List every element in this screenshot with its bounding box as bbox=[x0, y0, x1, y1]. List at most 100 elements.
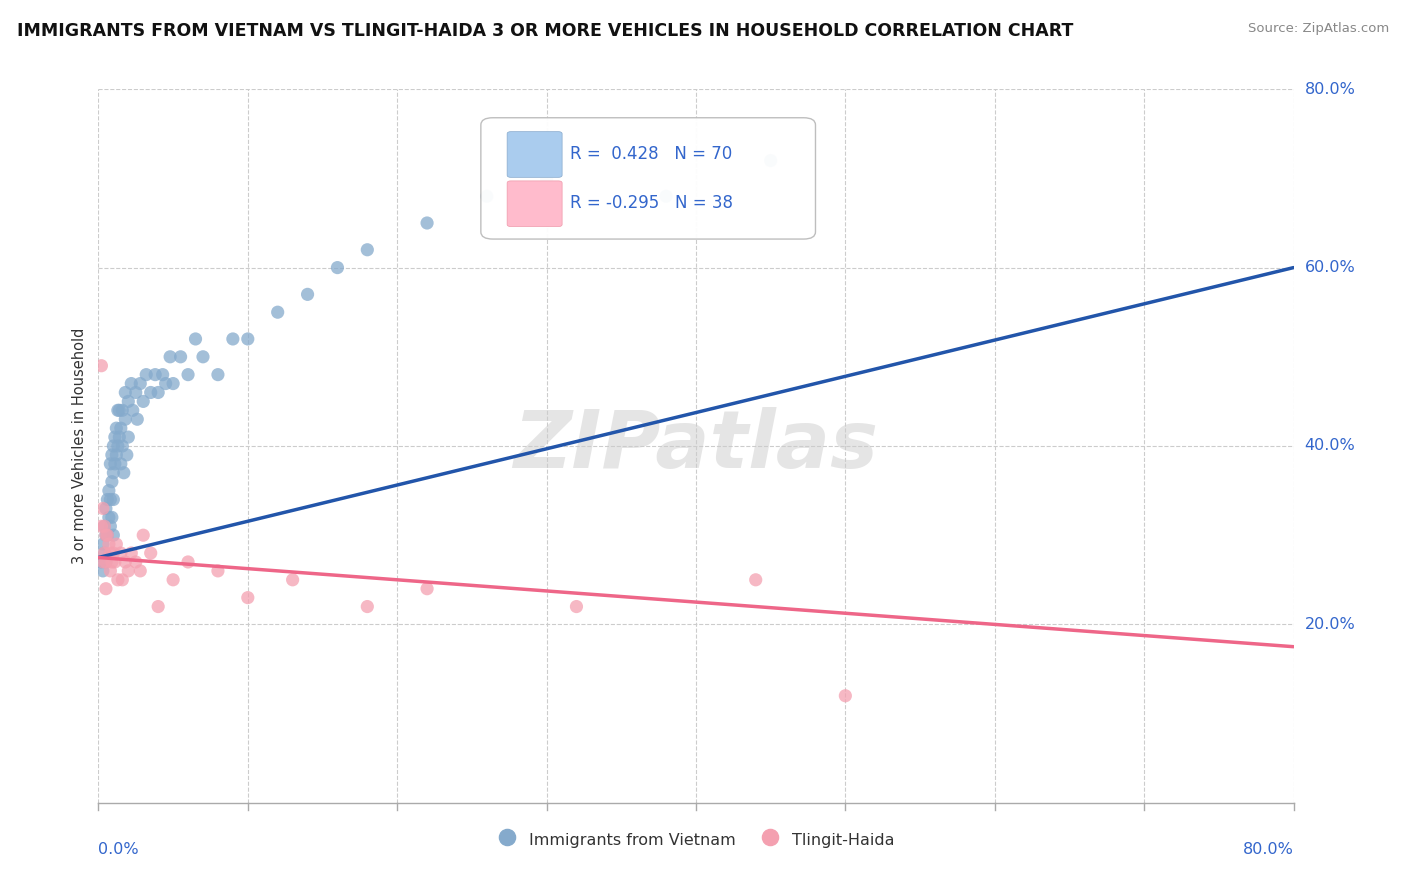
Point bbox=[117, 430, 139, 444]
Point bbox=[110, 421, 132, 435]
Point bbox=[114, 412, 136, 426]
Point bbox=[111, 573, 134, 587]
Point bbox=[96, 528, 118, 542]
Point bbox=[177, 368, 200, 382]
Point bbox=[107, 573, 129, 587]
Point bbox=[759, 153, 782, 168]
Text: 80.0%: 80.0% bbox=[1243, 842, 1294, 856]
Point bbox=[98, 492, 122, 507]
Point bbox=[132, 394, 155, 409]
Text: R = -0.295   N = 38: R = -0.295 N = 38 bbox=[571, 194, 734, 212]
Point bbox=[536, 171, 558, 186]
Point bbox=[91, 555, 114, 569]
Point bbox=[356, 599, 378, 614]
Point bbox=[94, 582, 117, 596]
Point bbox=[159, 350, 181, 364]
Text: ZIPatlas: ZIPatlas bbox=[513, 407, 879, 485]
FancyBboxPatch shape bbox=[508, 132, 562, 178]
Point bbox=[93, 546, 115, 560]
Text: 0.0%: 0.0% bbox=[98, 842, 139, 856]
Point bbox=[177, 555, 200, 569]
Point bbox=[191, 350, 214, 364]
Point bbox=[129, 564, 152, 578]
Point bbox=[96, 528, 118, 542]
Point bbox=[97, 510, 120, 524]
Point bbox=[655, 189, 678, 203]
Point bbox=[91, 501, 114, 516]
Point bbox=[117, 394, 139, 409]
Point bbox=[155, 376, 177, 391]
Point bbox=[107, 439, 129, 453]
Point bbox=[108, 430, 131, 444]
Point bbox=[94, 501, 117, 516]
Point bbox=[111, 439, 134, 453]
Point bbox=[110, 457, 132, 471]
Point bbox=[565, 599, 588, 614]
Point bbox=[148, 599, 170, 614]
Point bbox=[103, 439, 125, 453]
Point bbox=[207, 368, 229, 382]
Point bbox=[90, 519, 112, 533]
Point bbox=[91, 537, 114, 551]
Text: R =  0.428   N = 70: R = 0.428 N = 70 bbox=[571, 145, 733, 162]
Point bbox=[152, 368, 174, 382]
Point bbox=[97, 483, 120, 498]
Point bbox=[184, 332, 207, 346]
Legend: Immigrants from Vietnam, Tlingit-Haida: Immigrants from Vietnam, Tlingit-Haida bbox=[491, 823, 901, 855]
Point bbox=[104, 457, 127, 471]
Text: 20.0%: 20.0% bbox=[1305, 617, 1355, 632]
Point bbox=[94, 555, 117, 569]
Point bbox=[94, 528, 117, 542]
Point bbox=[148, 385, 170, 400]
Point bbox=[114, 555, 136, 569]
Point bbox=[120, 546, 142, 560]
Point bbox=[101, 510, 124, 524]
Point bbox=[96, 492, 118, 507]
Point bbox=[120, 376, 142, 391]
Point bbox=[97, 537, 120, 551]
Point bbox=[93, 519, 115, 533]
Point bbox=[105, 537, 128, 551]
Point bbox=[326, 260, 349, 275]
Point bbox=[98, 564, 122, 578]
Point bbox=[129, 376, 152, 391]
Point bbox=[125, 385, 148, 400]
Point bbox=[475, 189, 498, 203]
Point bbox=[135, 368, 157, 382]
Point bbox=[162, 573, 184, 587]
Point bbox=[103, 546, 125, 560]
Point bbox=[416, 216, 439, 230]
Point bbox=[104, 430, 127, 444]
Point bbox=[90, 555, 112, 569]
Y-axis label: 3 or more Vehicles in Household: 3 or more Vehicles in Household bbox=[72, 328, 87, 564]
Point bbox=[107, 403, 129, 417]
Point bbox=[222, 332, 245, 346]
Point bbox=[112, 466, 135, 480]
Point bbox=[101, 555, 124, 569]
Point bbox=[114, 385, 136, 400]
Text: 80.0%: 80.0% bbox=[1305, 82, 1355, 96]
Point bbox=[236, 591, 259, 605]
Point bbox=[125, 555, 148, 569]
Point bbox=[91, 564, 114, 578]
Point bbox=[117, 564, 139, 578]
Point bbox=[416, 582, 439, 596]
Point bbox=[139, 546, 162, 560]
Point bbox=[108, 403, 131, 417]
Point bbox=[103, 466, 125, 480]
Point bbox=[93, 546, 115, 560]
Point bbox=[281, 573, 304, 587]
Text: Source: ZipAtlas.com: Source: ZipAtlas.com bbox=[1249, 22, 1389, 36]
Point bbox=[143, 368, 166, 382]
Point bbox=[98, 519, 122, 533]
Point bbox=[90, 359, 112, 373]
Point bbox=[94, 528, 117, 542]
Point bbox=[111, 403, 134, 417]
Point bbox=[834, 689, 856, 703]
Point bbox=[115, 448, 138, 462]
Point bbox=[103, 492, 125, 507]
Point bbox=[103, 528, 125, 542]
Point bbox=[169, 350, 191, 364]
Point bbox=[104, 555, 127, 569]
Point bbox=[132, 528, 155, 542]
